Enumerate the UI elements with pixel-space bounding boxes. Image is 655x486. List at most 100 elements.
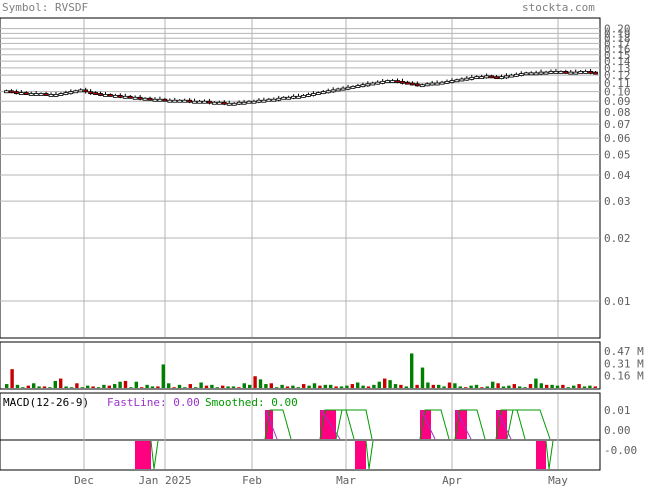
candle-body <box>167 99 173 103</box>
price-tick-label: 0.05 <box>604 149 631 162</box>
candle-body <box>221 101 227 105</box>
candle-body <box>508 74 514 78</box>
candle-body <box>117 94 123 98</box>
x-tick-label: Dec <box>74 474 94 486</box>
macd-signals <box>135 409 554 470</box>
volume-bar <box>32 383 36 388</box>
volume-bar <box>258 379 263 388</box>
candle-body <box>152 98 158 102</box>
candle-body <box>301 94 306 98</box>
candle-body <box>276 97 282 101</box>
candle-body <box>375 81 381 85</box>
volume-bar <box>231 386 236 388</box>
macd-smoothed-line <box>495 409 526 440</box>
volume-bar <box>188 384 192 388</box>
volume-bar <box>410 353 414 388</box>
volume-bar <box>5 384 9 388</box>
volume-bar <box>426 382 430 388</box>
volume-bar <box>566 387 570 388</box>
candle-body <box>419 84 425 88</box>
volume-tick-label: 0.16 M <box>604 369 644 382</box>
candle-body <box>444 80 450 84</box>
volume-bar <box>53 380 57 388</box>
volume-bar <box>145 384 149 388</box>
volume-bar <box>561 384 565 388</box>
volume-bar <box>269 383 273 388</box>
macd-signal-block <box>420 410 431 439</box>
volume-bar <box>291 385 295 388</box>
volume-bar <box>356 382 360 388</box>
price-tick-label: 0.11 <box>604 77 631 90</box>
volume-panel <box>0 341 601 390</box>
volume-bar <box>199 382 203 388</box>
price-tick-label: 0.20 <box>604 23 631 36</box>
volume-bar <box>118 381 122 388</box>
volume-bar <box>442 386 446 388</box>
price-tick-label: 0.15 <box>604 49 631 62</box>
volume-bar <box>350 384 354 388</box>
candle-body <box>434 82 440 86</box>
macd-smoothed-line <box>454 409 486 440</box>
volume-bar <box>372 384 376 388</box>
volume-bar <box>107 385 111 388</box>
candle-body <box>345 86 351 90</box>
candle-body <box>355 85 361 88</box>
price-tick-label: 0.08 <box>604 106 631 119</box>
candle-body <box>439 81 445 85</box>
candle-body <box>98 93 103 96</box>
volume-bar <box>545 384 549 388</box>
volume-bar <box>588 385 592 388</box>
macd-smoothed-line <box>335 409 373 440</box>
volume-bar <box>161 364 165 388</box>
volume-bar <box>415 384 419 388</box>
volume-bar <box>528 384 533 388</box>
macd-smoothed-line <box>319 409 355 440</box>
price-tick-label: 0.12 <box>604 69 631 82</box>
candle-body <box>400 80 405 84</box>
macd-fast-line <box>496 409 512 440</box>
volume-bar <box>285 386 290 388</box>
volume-bar <box>329 384 333 388</box>
candle-body <box>211 101 217 105</box>
candle-body <box>335 88 341 92</box>
volume-bar <box>183 387 187 388</box>
volume-bar <box>123 380 128 388</box>
x-tick-label: Jan 2025 <box>139 474 192 486</box>
candle-body <box>108 94 113 97</box>
candle-body <box>499 76 504 80</box>
candle-body <box>226 102 232 106</box>
volume-tick-label: 0.47 M <box>604 345 644 358</box>
price-tick-label: 0.02 <box>604 232 631 245</box>
volume-bar <box>264 384 268 388</box>
candle-body <box>73 90 79 94</box>
candle-body <box>360 84 366 88</box>
macd-signal-block <box>135 441 151 469</box>
candle-body <box>103 94 108 97</box>
volume-bar <box>26 385 30 388</box>
price-tick-label: 0.03 <box>604 195 631 208</box>
candle-body <box>4 90 9 94</box>
volume-bar <box>129 387 133 388</box>
candle-body <box>182 99 188 103</box>
symbol-label: Symbol: RVSDF <box>2 1 88 14</box>
volume-bar <box>96 387 101 388</box>
candle-body <box>380 80 386 84</box>
macd-smoothed-line <box>264 409 292 440</box>
candle-body <box>286 96 292 100</box>
macd-smoothed-line <box>506 409 551 440</box>
candle-body <box>513 73 519 77</box>
candle-body <box>38 93 44 96</box>
macd-smoothed-line <box>545 440 554 470</box>
price-tick-label: 0.07 <box>604 118 631 131</box>
volume-bar <box>140 387 144 388</box>
volume-bar <box>383 378 387 388</box>
candle-body <box>241 101 247 105</box>
candle-body <box>162 98 168 102</box>
candle-body <box>23 92 29 95</box>
candle-body <box>553 70 559 74</box>
price-candles <box>4 69 598 106</box>
candle-body <box>28 93 34 96</box>
volume-bar <box>64 386 68 388</box>
volume-bar <box>248 384 252 388</box>
candle-body <box>518 73 524 76</box>
